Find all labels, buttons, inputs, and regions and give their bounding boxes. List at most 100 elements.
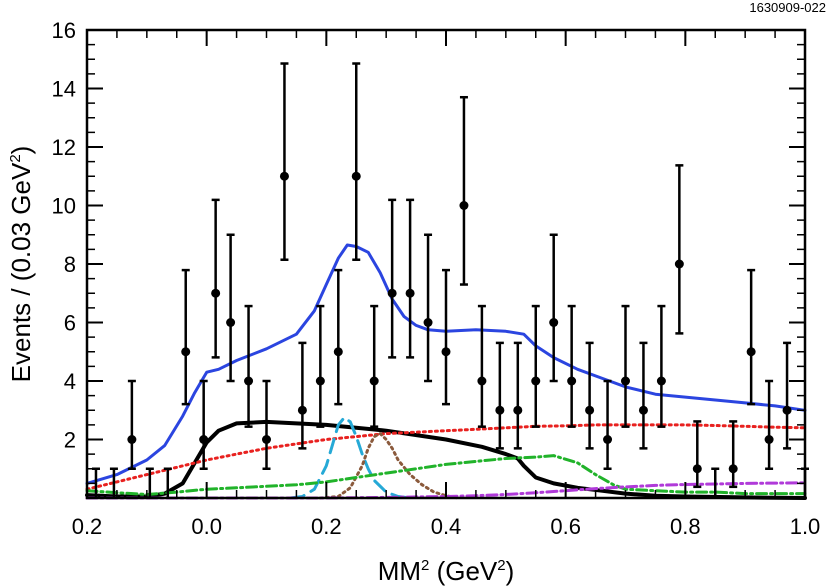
data-marker bbox=[567, 376, 577, 386]
data-points-group bbox=[91, 62, 809, 498]
x-tick-label: 0.0 bbox=[191, 514, 222, 539]
data-marker bbox=[603, 435, 613, 444]
y-axis-title-sup: 2 bbox=[7, 154, 24, 162]
data-marker bbox=[441, 347, 451, 357]
y-tick-label: 2 bbox=[64, 428, 76, 453]
y-tick-label: 10 bbox=[52, 194, 76, 219]
data-point bbox=[549, 233, 559, 383]
data-marker bbox=[459, 201, 469, 210]
data-point bbox=[181, 268, 191, 406]
x-tick-label: 0.8 bbox=[670, 514, 701, 539]
x-tick-label: 0.2 bbox=[72, 514, 103, 539]
y-tick-label: 12 bbox=[52, 135, 76, 160]
data-point bbox=[279, 62, 289, 261]
data-marker bbox=[621, 376, 630, 386]
data-point bbox=[163, 467, 172, 498]
data-point bbox=[585, 341, 595, 450]
data-point bbox=[513, 341, 523, 450]
data-point bbox=[782, 341, 792, 450]
data-point bbox=[764, 379, 774, 470]
data-point bbox=[746, 268, 756, 406]
data-marker bbox=[531, 376, 541, 386]
y-axis-title: Events / (0.03 GeV2) bbox=[6, 146, 36, 383]
data-point bbox=[109, 467, 118, 498]
x-tick-label: 0.6 bbox=[550, 514, 581, 539]
data-point bbox=[405, 198, 415, 359]
series-line-4 bbox=[318, 432, 460, 500]
x-tick-label: 0.4 bbox=[431, 514, 462, 539]
y-tick-label: 14 bbox=[52, 77, 76, 102]
y-axis-title-main: Events / (0.03 GeV bbox=[6, 162, 36, 382]
data-point bbox=[315, 304, 325, 428]
data-point bbox=[127, 379, 137, 470]
data-point bbox=[244, 304, 254, 428]
data-point bbox=[199, 379, 209, 470]
data-marker bbox=[782, 405, 792, 415]
data-point bbox=[351, 62, 361, 261]
x-axis-title-unit-suffix: ) bbox=[506, 556, 515, 586]
data-point bbox=[459, 95, 469, 286]
data-marker bbox=[638, 405, 648, 415]
series-line-5 bbox=[85, 454, 807, 496]
data-marker bbox=[297, 405, 307, 415]
x-tick-label: 1.0 bbox=[790, 514, 821, 539]
data-point bbox=[621, 304, 630, 428]
data-point bbox=[728, 420, 738, 489]
data-marker bbox=[746, 347, 756, 357]
data-point bbox=[603, 379, 613, 470]
data-point bbox=[423, 233, 433, 383]
data-marker bbox=[692, 464, 702, 474]
data-point bbox=[441, 268, 451, 406]
data-point bbox=[145, 467, 154, 498]
data-marker bbox=[764, 435, 774, 444]
data-marker bbox=[315, 376, 325, 386]
data-marker bbox=[423, 318, 433, 327]
data-point bbox=[495, 341, 505, 450]
data-marker bbox=[656, 376, 666, 386]
data-marker bbox=[674, 259, 684, 269]
data-point bbox=[692, 420, 702, 489]
y-axis-title-suffix: ) bbox=[6, 146, 36, 155]
data-marker bbox=[262, 435, 271, 444]
data-point bbox=[262, 379, 271, 470]
data-marker bbox=[513, 405, 523, 415]
x-axis-title-main: MM bbox=[378, 556, 421, 586]
data-marker bbox=[181, 347, 191, 357]
data-marker bbox=[226, 318, 236, 327]
x-axis-title-unit-prefix: (GeV bbox=[429, 556, 498, 586]
data-marker bbox=[728, 464, 738, 474]
data-point bbox=[333, 268, 343, 406]
x-axis-title: MM2 (GeV2) bbox=[378, 556, 515, 586]
y-tick-label: 8 bbox=[64, 252, 76, 277]
figure-id: 1630909-022 bbox=[749, 0, 826, 15]
data-marker bbox=[351, 171, 361, 181]
data-point bbox=[387, 198, 397, 359]
data-point bbox=[567, 304, 577, 428]
data-point bbox=[226, 233, 236, 383]
data-marker bbox=[333, 347, 343, 357]
data-point bbox=[531, 304, 541, 428]
data-point bbox=[638, 341, 648, 450]
data-marker bbox=[211, 288, 221, 298]
data-marker bbox=[244, 376, 254, 386]
data-marker bbox=[369, 376, 379, 386]
data-marker bbox=[549, 318, 559, 327]
series-line-3 bbox=[288, 416, 412, 500]
data-marker bbox=[387, 288, 397, 298]
data-marker bbox=[127, 435, 137, 444]
data-marker bbox=[477, 376, 487, 386]
x-axis-title-unit-sup: 2 bbox=[497, 557, 505, 574]
data-marker bbox=[199, 435, 209, 444]
series-line-1 bbox=[85, 419, 807, 500]
data-point bbox=[211, 198, 221, 359]
axes-group: 0.2 0.0 0.2 0.4 0.6 0.8 1.0 2 4 6 8 10 12 14 16 bbox=[52, 18, 821, 539]
data-marker bbox=[585, 405, 595, 415]
y-tick-label: 6 bbox=[64, 311, 76, 336]
data-point bbox=[369, 304, 379, 428]
data-marker bbox=[405, 288, 415, 298]
data-point bbox=[477, 304, 487, 428]
x-tick-label: 0.2 bbox=[311, 514, 342, 539]
data-marker bbox=[495, 405, 505, 415]
data-point bbox=[656, 304, 666, 428]
